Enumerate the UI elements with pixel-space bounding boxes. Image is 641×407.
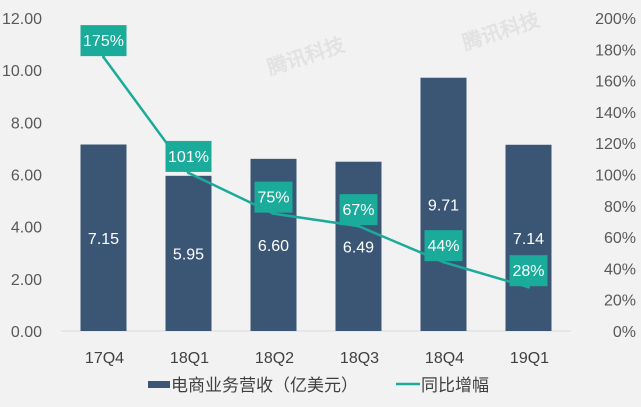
point-label-box [254, 181, 293, 213]
line-point [527, 285, 530, 289]
x-axis-tick: 18Q3 [340, 350, 379, 367]
bar-value-label: 7.14 [513, 231, 544, 248]
point-label-box [509, 255, 548, 287]
left-axis-tick: 2.00 [11, 272, 42, 289]
watermark-logo: 腾讯科技 [264, 32, 348, 80]
left-axis-tick: 8.00 [11, 115, 42, 132]
bar-value-label: 6.60 [258, 238, 289, 255]
right-axis-tick: 180% [595, 42, 636, 59]
left-axis-tick: 4.00 [11, 220, 42, 237]
point-label-box [165, 140, 212, 172]
bar [420, 77, 467, 331]
line-point [357, 224, 360, 228]
watermark-logo: 腾讯科技 [459, 7, 543, 55]
right-axis-tick: 160% [595, 74, 636, 91]
point-label: 75% [257, 190, 289, 207]
x-axis-tick: 18Q1 [170, 350, 209, 367]
x-axis-tick: 17Q4 [85, 350, 124, 367]
right-axis-tick: 20% [604, 293, 636, 310]
point-label-box [339, 194, 378, 226]
left-axis-tick: 6.00 [11, 168, 42, 185]
right-axis-tick: 100% [595, 168, 636, 185]
bar-value-label: 9.71 [428, 197, 459, 214]
x-axis-tick: 18Q2 [255, 350, 294, 367]
line-point [442, 260, 445, 264]
x-axis-tick: 19Q1 [510, 350, 549, 367]
line-point [272, 212, 275, 216]
left-axis-tick: 10.00 [2, 63, 42, 80]
x-axis-tick: 18Q4 [425, 350, 464, 367]
right-axis-tick: 140% [595, 105, 636, 122]
right-axis-tick: 120% [595, 136, 636, 153]
bar-value-label: 5.95 [173, 246, 204, 263]
line-point [187, 171, 190, 175]
legend-line-label: 同比增幅 [421, 376, 489, 395]
right-axis-tick: 40% [604, 261, 636, 278]
bar [80, 144, 127, 331]
bar [335, 161, 382, 331]
left-axis-tick: 0.00 [11, 324, 42, 341]
bar [505, 144, 552, 331]
point-label-box [424, 230, 463, 262]
right-axis-tick: 80% [604, 199, 636, 216]
left-axis-tick: 12.00 [2, 11, 42, 28]
point-label-box [80, 25, 127, 57]
point-label: 44% [427, 238, 459, 255]
right-axis-tick: 200% [595, 11, 636, 28]
bar-value-label: 7.15 [88, 231, 119, 248]
point-label: 67% [342, 202, 374, 219]
right-axis-tick: 0% [613, 324, 636, 341]
legend-bar-swatch [148, 381, 170, 388]
point-label: 28% [512, 263, 544, 280]
bar [165, 175, 212, 331]
line-point [102, 55, 105, 59]
point-label: 101% [168, 149, 209, 166]
point-label: 175% [83, 33, 124, 50]
legend-bar-label: 电商业务营收（亿美元） [171, 376, 358, 395]
bar-value-label: 6.49 [343, 239, 374, 256]
right-axis-tick: 60% [604, 230, 636, 247]
